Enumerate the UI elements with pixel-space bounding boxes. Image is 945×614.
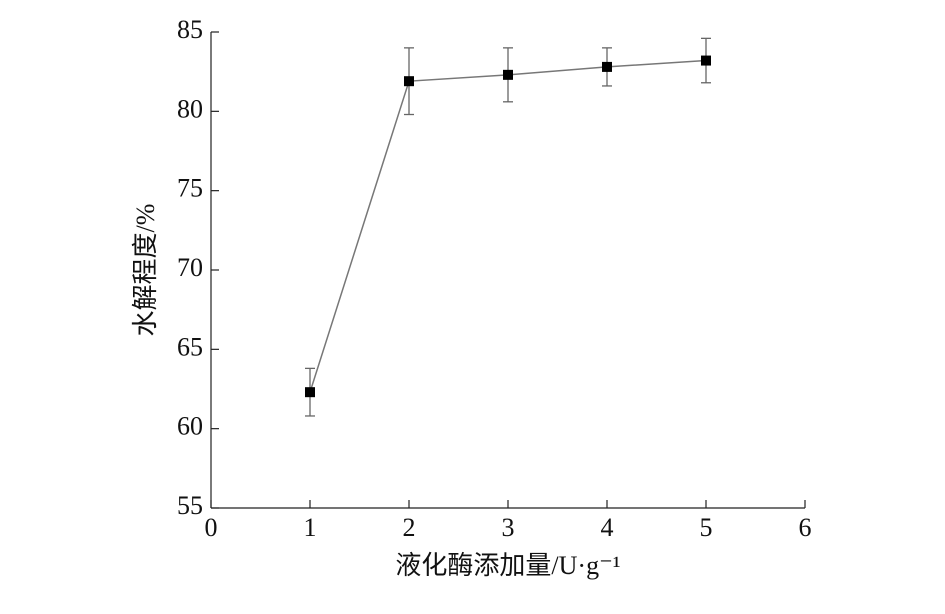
y-tick-label: 65: [177, 332, 203, 361]
x-axis-label: 液化酶添加量/U·g⁻¹: [395, 551, 620, 580]
y-tick-label: 55: [177, 491, 203, 520]
x-tick-label: 0: [205, 513, 218, 542]
y-axis-label: 水解程度/%: [131, 204, 160, 337]
x-tick-label: 4: [601, 513, 614, 542]
y-tick-label: 80: [177, 94, 203, 123]
y-tick-label: 70: [177, 253, 203, 282]
x-tick-label: 1: [304, 513, 317, 542]
x-tick-label: 5: [700, 513, 713, 542]
marker: [602, 61, 612, 72]
x-tick-label: 3: [502, 513, 515, 542]
x-tick-label: 6: [799, 513, 812, 542]
marker: [305, 387, 315, 398]
y-tick-label: 60: [177, 412, 203, 441]
marker: [404, 76, 414, 87]
marker: [503, 69, 513, 80]
y-tick-label: 85: [177, 15, 203, 44]
x-tick-label: 2: [403, 513, 416, 542]
data-line: [309, 59, 707, 393]
y-tick-label: 75: [177, 174, 203, 203]
marker: [701, 55, 711, 66]
